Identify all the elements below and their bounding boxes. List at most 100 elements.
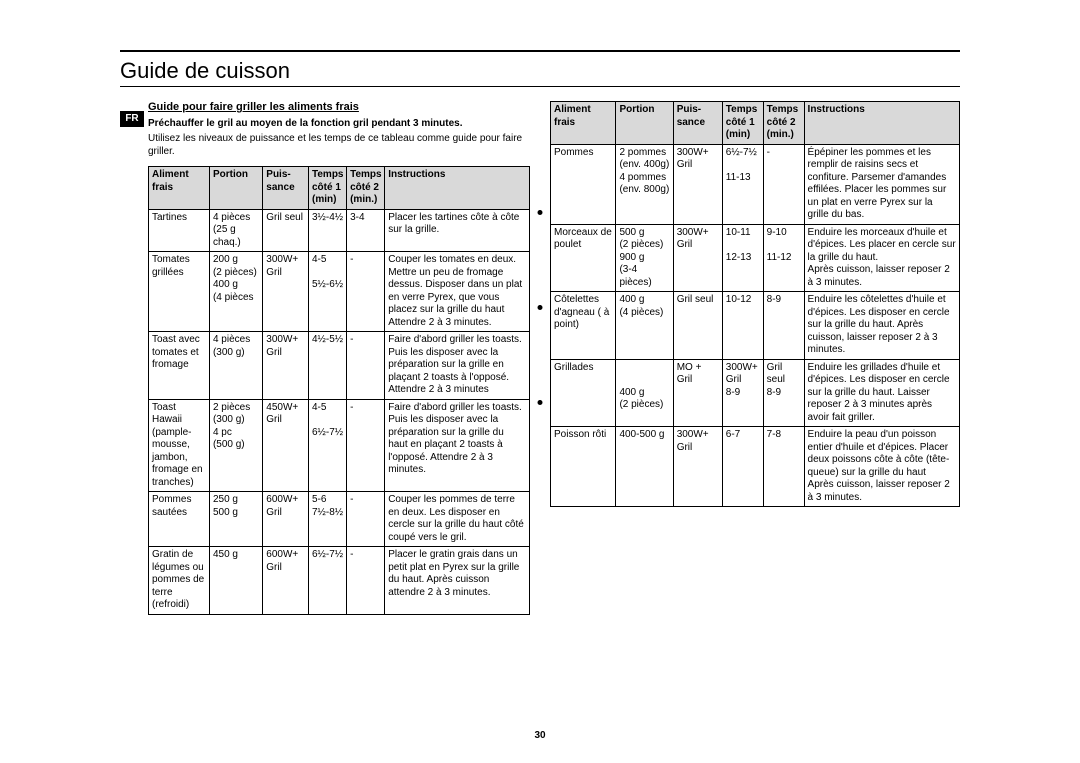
cell-t2: 9-10 11-12 [763, 224, 804, 292]
binding-dots [538, 210, 543, 405]
th-instructions: Instructions [804, 102, 959, 145]
th-text: côté 2 [350, 182, 379, 193]
cell-aliment: Tomates grillées [149, 252, 210, 332]
th-aliment: Aliment frais [551, 102, 616, 145]
section-heading: Guide pour faire griller les aliments fr… [148, 101, 530, 113]
dot-icon [538, 305, 543, 310]
cell-aliment: Morceaux de poulet [551, 224, 616, 292]
table-row: Pommes2 pommes (env. 400g) 4 pommes (env… [551, 144, 960, 224]
cell-instr: Faire d'abord griller les toasts. Puis l… [385, 399, 530, 492]
table-head: Aliment frais Portion Puis- sance Temps … [551, 102, 960, 145]
th-instructions: Instructions [385, 167, 530, 210]
cell-t1: 4-5 5½-6½ [309, 252, 347, 332]
top-rule [120, 50, 960, 52]
cell-t1: 10-11 12-13 [722, 224, 763, 292]
cell-t2: 3-4 [347, 209, 385, 252]
cell-instr: Faire d'abord griller les toasts. Puis l… [385, 332, 530, 400]
dot-icon [538, 400, 543, 405]
th-text: Temps [312, 169, 344, 180]
cell-portion: 400 g (2 pièces) [616, 359, 673, 427]
th-text: sance [677, 117, 705, 128]
cell-puissance: Gril seul [673, 292, 722, 360]
cell-portion: 400 g (4 pièces) [616, 292, 673, 360]
cell-t1: 6-7 [722, 427, 763, 507]
th-temps2: Temps côté 2 (min.) [347, 167, 385, 210]
th-temps1: Temps côté 1 (min) [722, 102, 763, 145]
cell-t1: 3½-4½ [309, 209, 347, 252]
th-text: Temps [726, 104, 758, 115]
cell-t2: - [763, 144, 804, 224]
table-head: Aliment frais Portion Puis- sance Temps … [149, 167, 530, 210]
dot-icon [538, 210, 543, 215]
cell-aliment: Toast avec tomates et fromage [149, 332, 210, 400]
cell-t2: 7-8 [763, 427, 804, 507]
cell-portion: 2 pièces (300 g) 4 pc (500 g) [209, 399, 262, 492]
th-text: sance [266, 182, 294, 193]
title-row: Guide de cuisson [120, 58, 960, 87]
cell-instr: Épépiner les pommes et les remplir de ra… [804, 144, 959, 224]
cell-t2: - [347, 492, 385, 547]
cell-aliment: Gratin de légumes ou pommes de terre (re… [149, 547, 210, 615]
preheat-note: Préchauffer le gril au moyen de la fonct… [148, 117, 530, 130]
th-text: (min) [312, 194, 336, 205]
cell-t1: 4½-5½ [309, 332, 347, 400]
left-column: Guide pour faire griller les aliments fr… [120, 101, 530, 615]
cell-puissance: 600W+ Gril [263, 492, 309, 547]
cell-aliment: Côtelettes d'agneau ( à point) [551, 292, 616, 360]
th-text: (min.) [350, 194, 377, 205]
cell-t1: 6½-7½ 11-13 [722, 144, 763, 224]
grill-table-right: Aliment frais Portion Puis- sance Temps … [550, 101, 960, 507]
th-text: (min) [726, 129, 750, 140]
cell-portion: 450 g [209, 547, 262, 615]
cell-portion: 4 pièces (300 g) [209, 332, 262, 400]
cell-instr: Enduire les grillades d'huile et d'épice… [804, 359, 959, 427]
th-temps2: Temps côté 2 (min.) [763, 102, 804, 145]
table-row: Morceaux de poulet500 g (2 pièces) 900 g… [551, 224, 960, 292]
cell-puissance: 300W+ Gril [673, 224, 722, 292]
cell-instr: Couper les pommes de terre en deux. Les … [385, 492, 530, 547]
cell-t1: 6½-7½ [309, 547, 347, 615]
cell-puissance: 300W+ Gril [673, 427, 722, 507]
cell-instr: Couper les tomates en deux. Mettre un pe… [385, 252, 530, 332]
table-row: Grillades 400 g (2 pièces)MO + Gril300W+… [551, 359, 960, 427]
th-text: côté 2 [767, 117, 796, 128]
cell-portion: 500 g (2 pièces) 900 g (3-4 pièces) [616, 224, 673, 292]
th-aliment: Aliment frais [149, 167, 210, 210]
cell-puissance: 600W+ Gril [263, 547, 309, 615]
th-text: Puis- [677, 104, 701, 115]
cell-instr: Enduire les morceaux d'huile et d'épices… [804, 224, 959, 292]
table-row: Toast avec tomates et fromage4 pièces (3… [149, 332, 530, 400]
cell-puissance: 450W+ Gril [263, 399, 309, 492]
cell-instr: Enduire la peau d'un poisson entier d'hu… [804, 427, 959, 507]
cell-portion: 2 pommes (env. 400g) 4 pommes (env. 800g… [616, 144, 673, 224]
cell-portion: 400-500 g [616, 427, 673, 507]
cell-t2: - [347, 547, 385, 615]
table-row: Tartines4 pièces (25 g chaq.)Gril seul3½… [149, 209, 530, 252]
th-text: côté 1 [726, 117, 755, 128]
page-number: 30 [0, 730, 1080, 741]
cell-t1: 300W+ Gril 8-9 [722, 359, 763, 427]
table-row: Côtelettes d'agneau ( à point)400 g (4 p… [551, 292, 960, 360]
cell-instr: Placer le gratin grais dans un petit pla… [385, 547, 530, 615]
cell-puissance: 300W+ Gril [263, 252, 309, 332]
cell-t2: Gril seul 8-9 [763, 359, 804, 427]
cell-aliment: Pommes [551, 144, 616, 224]
cell-instr: Enduire les côtelettes d'huile et d'épic… [804, 292, 959, 360]
cell-t2: - [347, 399, 385, 492]
th-portion: Portion [616, 102, 673, 145]
th-portion: Portion [209, 167, 262, 210]
cell-portion: 200 g (2 pièces) 400 g (4 pièces [209, 252, 262, 332]
th-temps1: Temps côté 1 (min) [309, 167, 347, 210]
th-text: côté 1 [312, 182, 341, 193]
cell-t1: 10-12 [722, 292, 763, 360]
cell-t2: - [347, 332, 385, 400]
th-text: (min.) [767, 129, 794, 140]
table-row: Tomates grillées200 g (2 pièces) 400 g (… [149, 252, 530, 332]
cell-aliment: Poisson rôti [551, 427, 616, 507]
cell-t2: - [347, 252, 385, 332]
table-row: Toast Hawaii (pample-mousse, jambon, fro… [149, 399, 530, 492]
cell-puissance: MO + Gril [673, 359, 722, 427]
cell-t1: 4-5 6½-7½ [309, 399, 347, 492]
cell-portion: 4 pièces (25 g chaq.) [209, 209, 262, 252]
th-text: Temps [350, 169, 382, 180]
